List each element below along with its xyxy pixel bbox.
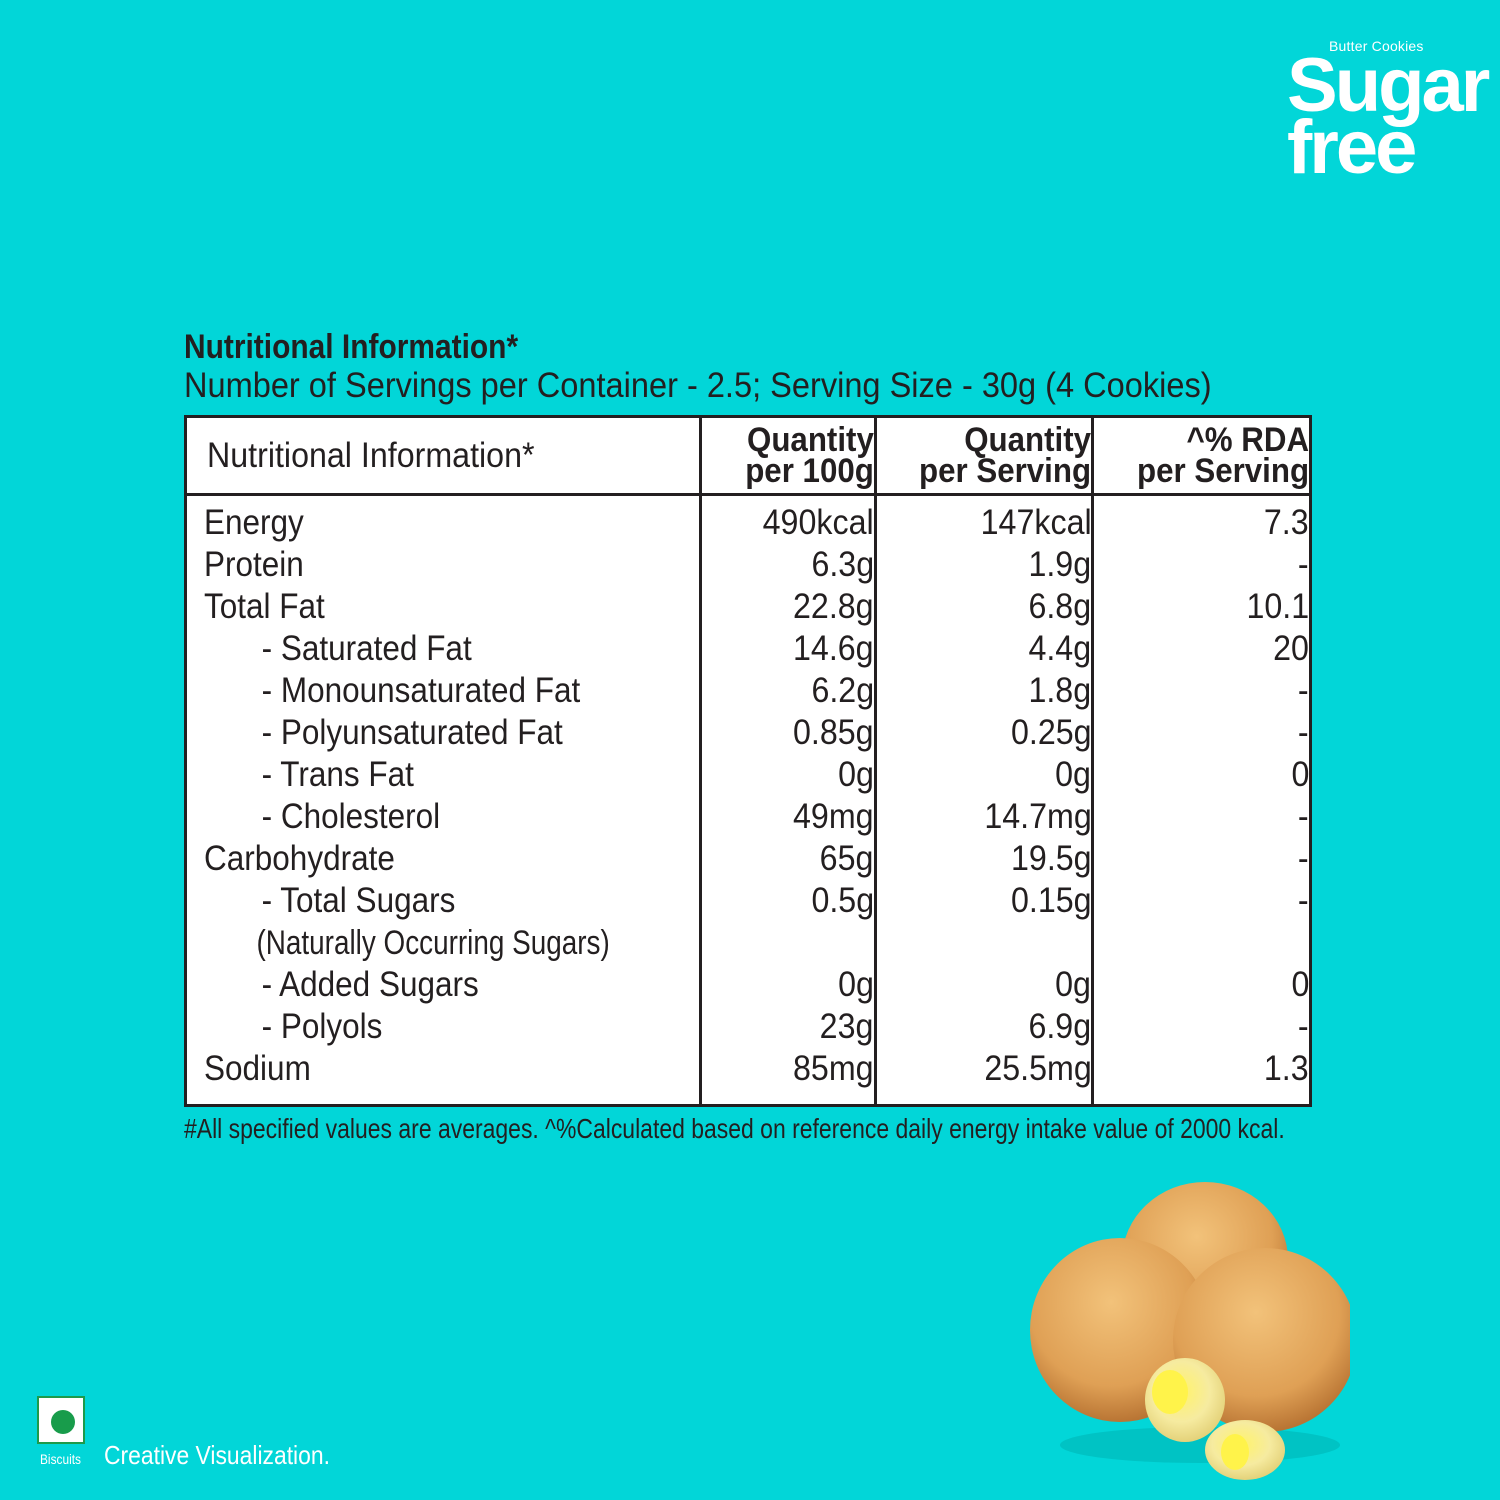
value-rda: -: [1298, 797, 1309, 836]
nutrition-table: Nutritional Information* Quantity per 100…: [184, 415, 1312, 1107]
value-per-100g: 0g: [837, 755, 874, 794]
table-row: Carbohydrate 65g 19.5g -: [186, 838, 1311, 880]
nutrient-name: - Monounsaturated Fat: [261, 671, 581, 710]
nutrient-name: - Polyols: [261, 1007, 383, 1046]
value-rda: 7.3: [1264, 503, 1309, 542]
value-per-serving: 0.25g: [1010, 713, 1092, 752]
value-per-100g: 85mg: [793, 1049, 874, 1088]
table-row: Energy 490kcal 147kcal 7.3: [186, 494, 1311, 544]
value-per-100g: 0.5g: [811, 881, 874, 920]
value-per-serving: 14.7mg: [983, 797, 1092, 836]
table-row: Total Fat 22.8g 6.8g 10.1: [186, 586, 1311, 628]
veg-mark-label: Biscuits: [40, 1451, 81, 1467]
value-rda: -: [1298, 671, 1309, 710]
servings-info: Number of Servings per Container - 2.5; …: [184, 366, 1212, 405]
value-rda: -: [1298, 545, 1309, 584]
value-rda: -: [1298, 881, 1309, 920]
value-rda: -: [1298, 1007, 1309, 1046]
table-row: Protein 6.3g 1.9g -: [186, 544, 1311, 586]
nutrient-name: Sodium: [204, 1049, 311, 1088]
value-per-100g: 23g: [820, 1007, 874, 1046]
table-row: - Polyols 23g 6.9g -: [186, 1006, 1311, 1048]
brand-name-line1: Sugar: [1287, 43, 1490, 128]
value-per-100g: 22.8g: [793, 587, 874, 626]
value-per-serving: 6.9g: [1028, 1007, 1092, 1046]
table-row: - Added Sugars 0g 0g 0: [186, 964, 1311, 1006]
brand-name-line2: free: [1287, 105, 1417, 190]
table-row: - Total Sugars 0.5g 0.15g -: [186, 880, 1311, 922]
disclaimer: Creative Visualization.: [104, 1440, 330, 1470]
green-dot-icon: [51, 1410, 75, 1434]
value-rda: 10.1: [1246, 587, 1309, 626]
value-per-100g: 14.6g: [793, 629, 874, 668]
nutrient-name: - Total Sugars: [261, 881, 456, 920]
value-per-100g: 65g: [820, 839, 874, 878]
value-per-100g: 490kcal: [762, 503, 874, 542]
value-per-serving: 19.5g: [1010, 839, 1092, 878]
value-rda: -: [1298, 713, 1309, 752]
value-per-100g: 6.3g: [811, 545, 874, 584]
nutrient-name: Energy: [204, 503, 304, 542]
butter-curl-2: [1205, 1420, 1285, 1480]
nutrient-note: (Naturally Occurring Sugars): [256, 924, 610, 962]
value-per-serving: 25.5mg: [983, 1049, 1092, 1088]
value-rda: 0: [1291, 755, 1309, 794]
value-per-serving: 1.9g: [1028, 545, 1092, 584]
table-row: - Trans Fat 0g 0g 0: [186, 754, 1311, 796]
value-per-serving: 0g: [1055, 755, 1092, 794]
table-row: - Monounsaturated Fat 6.2g 1.8g -: [186, 670, 1311, 712]
brand-subtitle: Butter Cookies: [1329, 38, 1424, 54]
value-rda: 1.3: [1264, 1049, 1309, 1088]
nutrient-name: - Trans Fat: [261, 755, 414, 794]
table-row: - Saturated Fat 14.6g 4.4g 20: [186, 628, 1311, 670]
value-per-serving: 6.8g: [1028, 587, 1092, 626]
value-per-serving: 0g: [1055, 965, 1092, 1004]
value-rda: 0: [1291, 965, 1309, 1004]
value-per-100g: 6.2g: [811, 671, 874, 710]
nutrient-name: Protein: [204, 545, 304, 584]
value-per-serving: 0.15g: [1010, 881, 1092, 920]
value-per-100g: 0.85g: [793, 713, 874, 752]
table-row: - Polyunsaturated Fat 0.85g 0.25g -: [186, 712, 1311, 754]
nutrient-name: Carbohydrate: [204, 839, 395, 878]
nutrient-name: - Cholesterol: [261, 797, 441, 836]
nutrient-name: - Saturated Fat: [261, 629, 472, 668]
header-per-100g: Quantity per 100g: [698, 416, 876, 496]
butter-curl-1: [1145, 1358, 1225, 1442]
nutrition-title: Nutritional Information*: [184, 328, 519, 366]
veg-mark-icon: [37, 1396, 85, 1444]
table-row-note: (Naturally Occurring Sugars): [186, 922, 1311, 964]
header-rda: ^% RDA per Serving: [1091, 416, 1311, 496]
value-rda: 20: [1273, 629, 1309, 668]
table-header-row: Nutritional Information* Quantity per 100…: [185, 416, 1311, 496]
value-per-100g: 0g: [837, 965, 874, 1004]
value-per-serving: 1.8g: [1028, 671, 1092, 710]
value-per-serving: 147kcal: [980, 503, 1092, 542]
value-per-100g: 49mg: [793, 797, 874, 836]
table-row: Sodium 85mg 25.5mg 1.3: [186, 1048, 1311, 1106]
footnote: #All specified values are averages. ^%Ca…: [184, 1113, 1285, 1144]
cookies-image: [1030, 1182, 1350, 1480]
value-per-serving: 4.4g: [1028, 629, 1092, 668]
header-nutrient: Nutritional Information*: [185, 416, 701, 496]
value-rda: -: [1298, 839, 1309, 878]
nutrient-name: - Polyunsaturated Fat: [261, 713, 563, 752]
nutrient-name: - Added Sugars: [261, 965, 479, 1004]
nutrient-name: Total Fat: [204, 587, 325, 626]
header-per-serving: Quantity per Serving: [873, 416, 1093, 496]
table-row: - Cholesterol 49mg 14.7mg -: [186, 796, 1311, 838]
